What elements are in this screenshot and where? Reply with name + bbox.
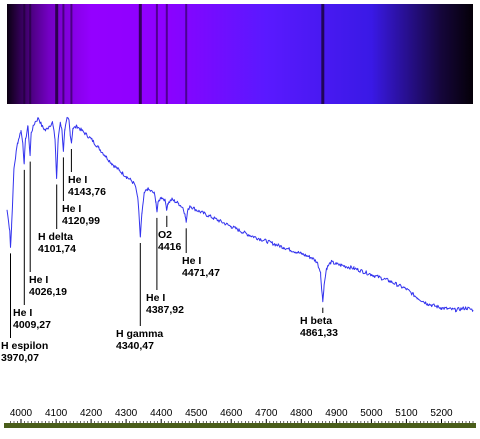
x-tick-label: 5000 (360, 408, 383, 419)
strip-absorption-line (62, 4, 65, 104)
x-tick-label: 4500 (185, 408, 208, 419)
annotation-value: 4861,33 (300, 327, 338, 339)
x-tick-label: 4800 (290, 408, 313, 419)
annotation-name: He I (146, 292, 165, 304)
annotation-value: 4120,99 (62, 215, 100, 227)
annotation-value: 3970,07 (1, 352, 39, 364)
x-tick-label: 4900 (325, 408, 348, 419)
strip-absorption-line (70, 4, 73, 104)
x-tick-label: 4400 (150, 408, 173, 419)
x-tick-label: 4600 (220, 408, 243, 419)
annotation-name: H espilon (1, 340, 48, 352)
strip-absorption-line (165, 4, 168, 104)
strip-absorption-line (23, 4, 26, 104)
spectrum-strip (7, 4, 473, 104)
x-axis: 4000 4100 4200 4300 4400 4500 4600 4700 4800 4900… (4, 408, 476, 428)
annotation-name: He I (29, 274, 48, 286)
annotation-name: He I (13, 307, 32, 319)
annotation-value: 4143,76 (68, 186, 106, 198)
strip-absorption-line (55, 4, 59, 104)
x-axis-bar (4, 423, 476, 428)
x-axis-bar-ticks (10, 419, 474, 423)
annotation-value: 4416 (158, 241, 182, 253)
absorption-lines (9, 4, 325, 104)
x-tick-label: 4700 (255, 408, 278, 419)
annotation-name: He I (68, 174, 87, 186)
spectrum-strip-background (7, 4, 473, 104)
x-tick-labels: 4000 4100 4200 4300 4400 4500 4600 4700 4800 4900… (10, 408, 453, 419)
annotation-name: H beta (300, 315, 332, 327)
annotation-name: O2 (158, 229, 172, 241)
strip-absorption-line (155, 4, 158, 104)
spectrum-line (6, 116, 474, 313)
annotation-name: H gamma (116, 328, 163, 340)
annotation-name: He I (182, 255, 201, 267)
annotation-name: He I (62, 203, 81, 215)
annotation-value: 4101,74 (38, 243, 76, 255)
strip-absorption-line (138, 4, 142, 104)
strip-absorption-line (321, 4, 325, 104)
strip-absorption-line (29, 4, 32, 104)
x-tick-label: 4200 (80, 408, 103, 419)
strip-absorption-line (185, 4, 188, 104)
strip-absorption-line (9, 4, 12, 104)
annotation-name: H delta (38, 231, 73, 243)
annotation-value: 4009,27 (13, 319, 51, 331)
annotation-value: 4387,92 (146, 304, 184, 316)
x-tick-label: 4100 (45, 408, 68, 419)
x-tick-label: 4000 (10, 408, 33, 419)
annotation-value: 4026,19 (29, 286, 67, 298)
x-tick-label: 5200 (430, 408, 453, 419)
x-tick-label: 5100 (395, 408, 418, 419)
annotation-value: 4471,47 (182, 267, 220, 279)
x-tick-label: 4300 (115, 408, 138, 419)
annotation-value: 4340,47 (116, 340, 154, 352)
